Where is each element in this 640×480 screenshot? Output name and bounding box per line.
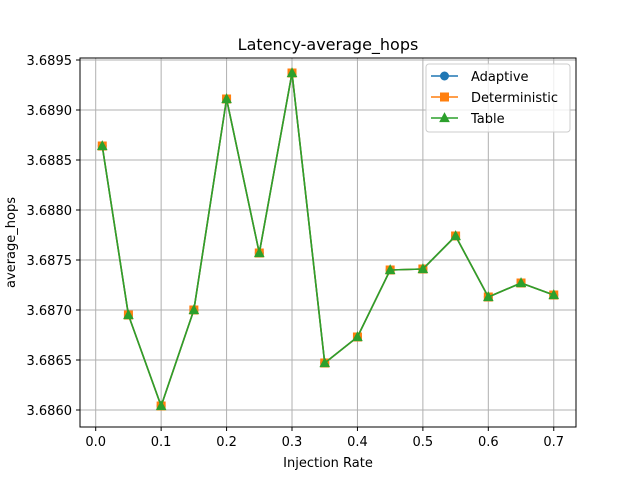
plot-area-frame [79, 57, 577, 428]
data-point [188, 304, 200, 315]
data-point [123, 309, 134, 320]
y-tick-label: 3.6870 [27, 304, 73, 319]
data-point [515, 277, 527, 288]
x-tick-label: 0.0 [85, 435, 106, 450]
y-tick-label: 3.6885 [27, 154, 73, 169]
y-tick-label: 3.6890 [27, 104, 73, 119]
x-tick-label: 0.7 [543, 435, 564, 450]
legend-label: Adaptive [471, 70, 529, 85]
y-tick-label: 3.6865 [27, 354, 73, 369]
data-point [384, 264, 396, 275]
legend-marker [440, 71, 449, 81]
legend-marker [439, 112, 450, 123]
legend-item: Table [431, 112, 505, 127]
legend: Adaptive Deterministic Table [425, 63, 571, 133]
y-tick-label: 3.6875 [27, 254, 73, 269]
series-layer [96, 67, 560, 411]
data-point [221, 93, 232, 104]
x-axis: 0.0 0.1 0.2 0.3 0.4 0.5 0.6 0.7 [85, 427, 564, 450]
data-point [548, 289, 560, 300]
data-point [253, 247, 265, 258]
chart-title: Latency-average_hops [238, 35, 419, 55]
data-point [319, 357, 331, 368]
series-table [96, 67, 560, 411]
y-axis: 3.6860 3.6865 3.6870 3.6875 3.6880 3.6885 3.68… [27, 54, 80, 419]
data-point [96, 140, 108, 151]
y-axis-label: average_hops [4, 197, 19, 288]
x-tick-label: 0.6 [478, 435, 499, 450]
data-point [155, 400, 167, 411]
data-point [450, 230, 461, 241]
legend-box [425, 63, 571, 133]
data-point [482, 291, 494, 302]
legend-item: Deterministic [431, 91, 558, 106]
x-tick-label: 0.2 [216, 435, 237, 450]
data-point [417, 263, 429, 274]
x-tick-label: 0.3 [282, 435, 303, 450]
legend-label: Deterministic [471, 91, 558, 106]
y-tick-label: 3.6860 [27, 404, 73, 419]
y-tick-label: 3.6895 [27, 54, 73, 69]
data-point [352, 331, 363, 342]
x-tick-label: 0.4 [347, 435, 368, 450]
data-point [286, 67, 298, 78]
x-tick-label: 0.5 [413, 435, 434, 450]
legend-marker [440, 92, 449, 102]
x-tick-label: 0.1 [151, 435, 172, 450]
x-axis-label: Injection Rate [283, 456, 373, 471]
legend-item: Adaptive [431, 70, 529, 85]
legend-label: Table [470, 112, 505, 127]
y-tick-label: 3.6880 [27, 204, 73, 219]
